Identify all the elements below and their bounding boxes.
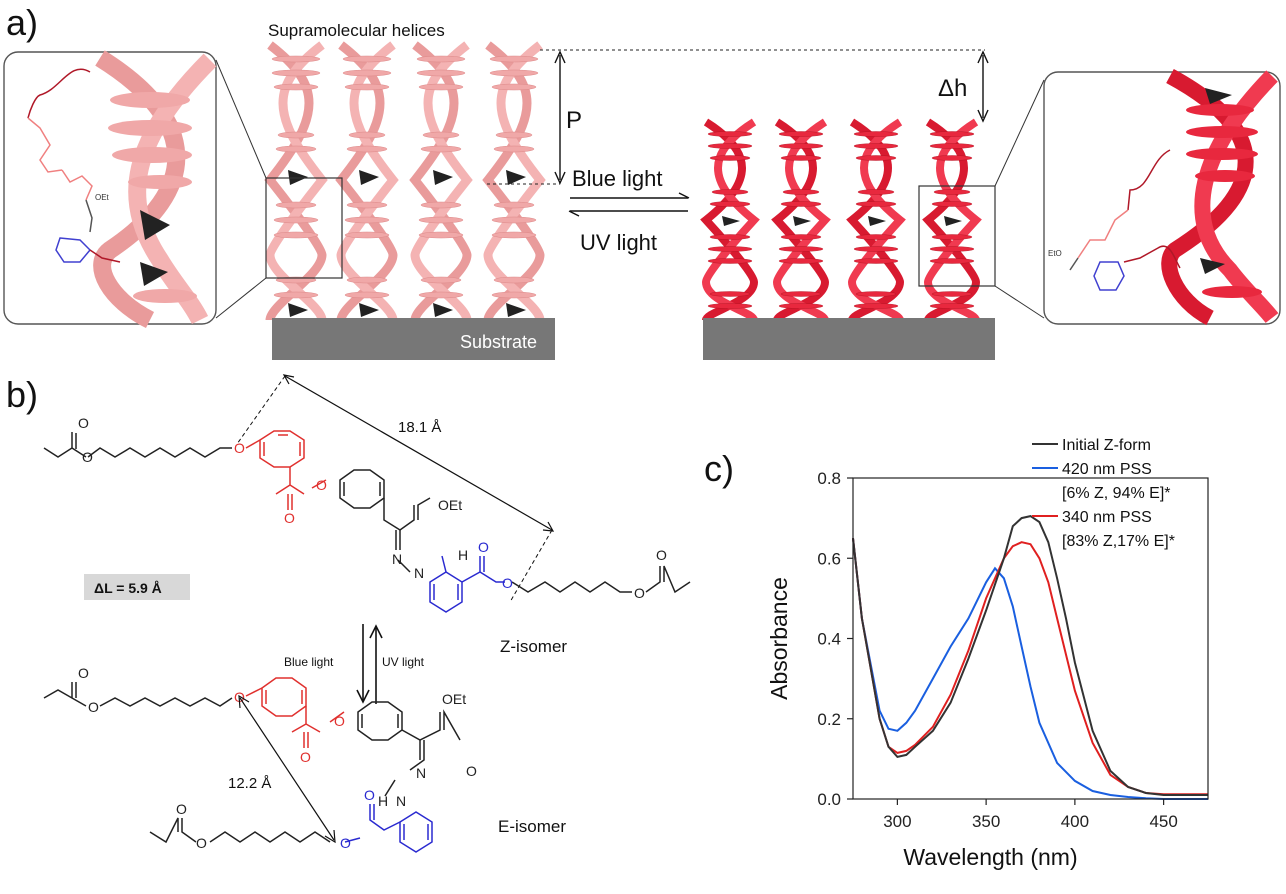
atom-o: O: [78, 415, 89, 431]
absorbance-chart: 300 350 400 450 0.0 0.2 0.4 0.6 0.8 Wavelength (n…: [766, 437, 1209, 870]
series-line-2: [852, 538, 1208, 800]
uv-light-label-a: UV light: [580, 230, 657, 255]
atom-n: N: [392, 551, 402, 567]
panel-b: 18.1 Å O O: [43, 374, 691, 853]
uv-light-label-b: UV light: [382, 655, 425, 669]
y-tick-label: 0.4: [817, 630, 841, 649]
atom-h: H: [378, 793, 388, 809]
atom-o: O: [634, 585, 645, 601]
panel-a-label: a): [6, 2, 39, 43]
zoom-helix-right: [1161, 68, 1279, 326]
atom-o: O: [196, 835, 207, 851]
atom-o: O: [88, 699, 99, 715]
atom-o: O: [478, 539, 489, 555]
zoom-left-oet-label: OEt: [95, 193, 110, 202]
pitch-label: P: [566, 107, 582, 134]
atom-o: O: [364, 787, 375, 803]
legend-label-1: Initial Z-form: [1062, 437, 1151, 454]
z-isomer-label: Z-isomer: [500, 637, 567, 656]
atom-o: O: [284, 510, 295, 526]
atom-o: O: [334, 713, 345, 729]
legend-label-2: 420 nm PSS: [1062, 461, 1152, 478]
x-tick-label: 350: [972, 812, 1000, 831]
distance-e-label: 12.2 Å: [228, 775, 271, 792]
zoom-right-eto-label: EtO: [1048, 249, 1062, 258]
e-isomer-structure: [43, 677, 461, 853]
atom-n: N: [416, 765, 426, 781]
blue-light-label-b: Blue light: [284, 655, 334, 669]
atom-o: O: [234, 440, 245, 456]
atom-o: O: [300, 749, 311, 765]
e-isomer-label: E-isomer: [498, 817, 566, 836]
helices-title: Supramolecular helices: [268, 21, 445, 40]
zoom-molecule-left: [27, 68, 121, 263]
atom-n: N: [414, 565, 424, 581]
atom-o: O: [78, 665, 89, 681]
chart-plot-area: [852, 515, 1208, 800]
oet-label-e: OEt: [442, 691, 466, 707]
y-axis-label: Absorbance: [766, 577, 792, 700]
z-isomer-structure: [43, 430, 691, 613]
y-tick-label: 0.0: [817, 790, 841, 809]
x-tick-label: 450: [1149, 812, 1177, 831]
atom-o: O: [176, 801, 187, 817]
substrate-left: [272, 318, 555, 360]
z-isomer-atoms: O O O O O N N H O O O O OEt: [78, 415, 667, 601]
y-tick-label: 0.2: [817, 710, 841, 729]
atom-o: O: [466, 763, 477, 779]
x-axis-label: Wavelength (nm): [903, 844, 1077, 870]
z-helices: [270, 45, 540, 320]
y-tick-label: 0.6: [817, 549, 841, 568]
panel-c-label: c): [704, 448, 734, 489]
legend-label-3: [83% Z,17% E]*: [1062, 533, 1175, 550]
chart-legend: Initial Z-form 420 nm PSS [6% Z, 94% E]* 34…: [1032, 437, 1175, 550]
blue-light-label-a: Blue light: [572, 166, 663, 191]
atom-o: O: [316, 477, 327, 493]
x-tick-label: 400: [1061, 812, 1089, 831]
zoom-frame-e: [918, 185, 996, 287]
zoom-frame-z: [265, 177, 343, 279]
distance-z-label: 18.1 Å: [398, 419, 441, 436]
atom-o: O: [656, 547, 667, 563]
oet-label-z: OEt: [438, 497, 462, 513]
zoom-molecule-right: [1069, 149, 1181, 291]
substrate-right: [703, 318, 995, 360]
series-line-1: [852, 515, 1208, 796]
panel-b-label: b): [6, 374, 39, 415]
atom-o: O: [502, 575, 513, 591]
atom-o: O: [82, 449, 93, 465]
panel-a: OEt: [3, 21, 1281, 360]
chart-axes: 300 350 400 450 0.0 0.2 0.4 0.6 0.8 Wavelength (n…: [766, 469, 1209, 870]
atom-h: H: [458, 547, 468, 563]
delta-l-label: ΔL = 5.9 Å: [94, 580, 162, 596]
atom-o: O: [340, 835, 351, 851]
x-tick-label: 300: [883, 812, 911, 831]
delta-h-label: Δh: [938, 75, 967, 102]
substrate-label: Substrate: [460, 332, 537, 352]
y-tick-label: 0.8: [817, 469, 841, 488]
zoom-helix-left: [93, 50, 217, 329]
delta-l-badge: [84, 574, 190, 600]
e-isomer-atoms: O O O O O O N N H O O O O OEt: [78, 665, 477, 851]
atom-n: N: [396, 793, 406, 809]
e-helices: [706, 122, 976, 320]
legend-label-3: 340 nm PSS: [1062, 509, 1152, 526]
legend-label-2: [6% Z, 94% E]*: [1062, 485, 1171, 502]
